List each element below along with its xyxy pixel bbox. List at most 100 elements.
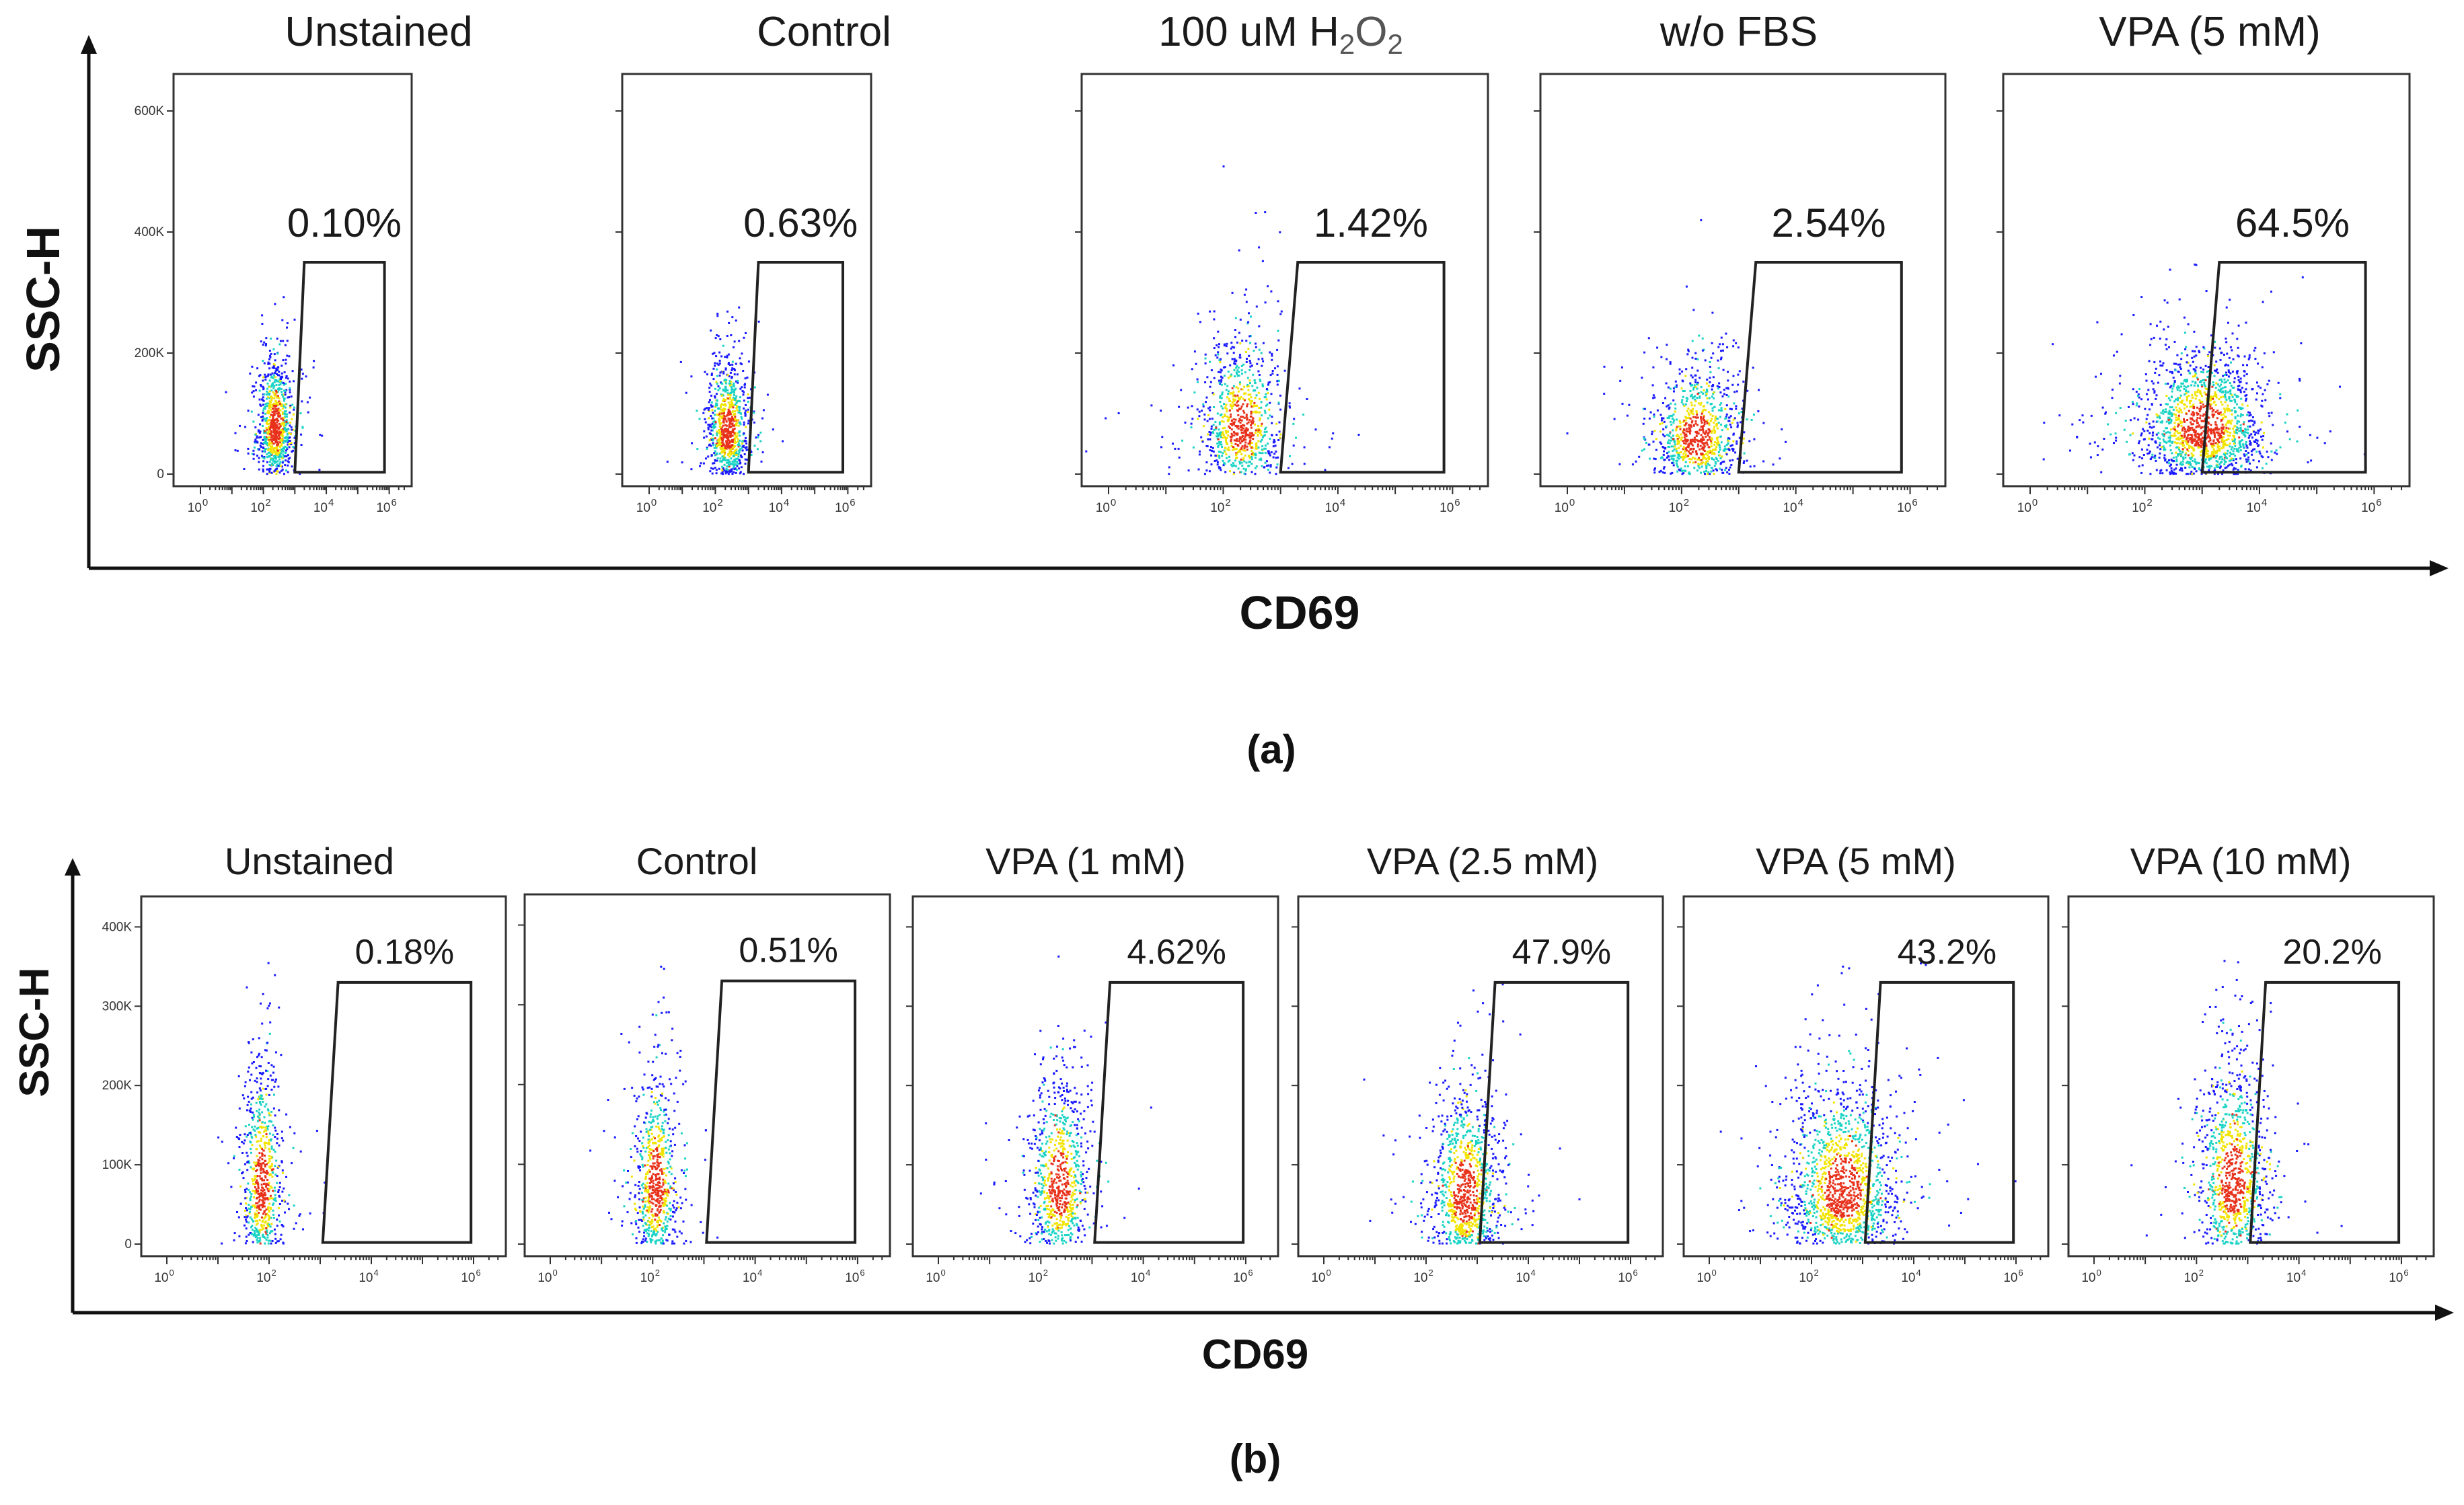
cell-event-dot	[1688, 458, 1691, 461]
cell-event-dot	[2231, 419, 2233, 422]
cell-event-dot	[2222, 395, 2225, 398]
cell-event-dot	[1713, 428, 1715, 430]
cell-event-dot	[2159, 403, 2162, 406]
cell-event-dot	[1267, 452, 1270, 455]
cell-event-dot	[1224, 414, 1226, 416]
cell-event-dot	[2227, 369, 2230, 372]
cell-event-dot	[1696, 414, 1698, 416]
cell-event-dot	[1178, 456, 1181, 459]
cell-event-dot	[256, 435, 258, 438]
cell-event-dot	[2245, 453, 2248, 456]
cell-event-dot	[1669, 432, 1672, 434]
cell-event-dot	[722, 412, 724, 415]
cell-event-dot	[728, 465, 731, 468]
cell-event-dot	[281, 430, 283, 432]
cell-event-dot	[2214, 391, 2216, 393]
cell-event-dot	[1668, 417, 1670, 420]
cell-event-dot	[1276, 373, 1279, 376]
cell-event-dot	[2169, 471, 2171, 474]
cell-event-dot	[1243, 430, 1246, 432]
cell-event-dot	[720, 408, 722, 411]
cell-event-dot	[744, 414, 747, 417]
cell-event-dot	[273, 461, 276, 464]
cell-event-dot	[267, 447, 270, 450]
cell-event-dot	[1172, 442, 1174, 445]
cell-event-dot	[2140, 296, 2143, 299]
cell-event-dot	[1236, 341, 1238, 344]
cell-event-dot	[283, 397, 286, 400]
cell-event-dot	[736, 400, 739, 403]
cell-event-dot	[1168, 473, 1170, 475]
cell-event-dot	[1753, 414, 1755, 416]
cell-event-dot	[2260, 435, 2262, 438]
cell-event-dot	[276, 444, 279, 447]
cell-event-dot	[2220, 414, 2223, 416]
cell-event-dot	[718, 429, 720, 431]
cell-event-dot	[2178, 410, 2181, 413]
cell-event-dot	[286, 326, 288, 329]
cell-event-dot	[1692, 413, 1694, 416]
cell-event-dot	[301, 400, 303, 403]
cell-event-dot	[729, 412, 731, 414]
cell-event-dot	[2138, 406, 2140, 408]
cell-event-dot	[2161, 472, 2164, 475]
cell-event-dot	[731, 470, 733, 473]
cell-event-dot	[1719, 435, 1722, 438]
cell-event-dot	[1255, 445, 1257, 448]
cell-event-dot	[2213, 375, 2216, 377]
cell-event-dot	[2217, 434, 2220, 436]
cell-event-dot	[262, 410, 264, 412]
cell-event-dot	[741, 418, 743, 420]
cell-event-dot	[733, 373, 736, 376]
cell-event-dot	[2175, 406, 2177, 409]
cell-event-dot	[1714, 461, 1717, 463]
cell-event-dot	[1672, 413, 1675, 416]
cell-event-dot	[2268, 412, 2270, 415]
cell-event-dot	[1702, 417, 1705, 420]
cell-event-dot	[2101, 406, 2104, 409]
cell-event-dot	[719, 441, 722, 444]
cell-event-dot	[285, 447, 288, 449]
cell-event-dot	[1706, 422, 1709, 425]
cell-event-dot	[1675, 428, 1678, 430]
cell-event-dot	[2115, 436, 2118, 439]
cell-event-dot	[2241, 414, 2244, 416]
cell-event-dot	[2234, 417, 2237, 420]
cell-event-dot	[2237, 385, 2239, 387]
cell-event-dot	[1715, 437, 1718, 440]
cell-event-dot	[712, 352, 714, 355]
cell-event-dot	[2213, 414, 2216, 416]
cell-event-dot	[753, 445, 756, 447]
cell-event-dot	[1705, 463, 1707, 465]
cell-event-dot	[275, 469, 278, 472]
cell-event-dot	[2156, 446, 2159, 449]
cell-event-dot	[289, 436, 291, 438]
cell-event-dot	[285, 403, 288, 406]
cell-event-dot	[1689, 417, 1692, 420]
cell-event-dot	[1695, 410, 1698, 413]
cell-event-dot	[1675, 459, 1678, 462]
cell-event-dot	[1713, 391, 1715, 394]
cell-event-dot	[1664, 397, 1667, 399]
cell-event-dot	[2176, 389, 2179, 391]
cell-event-dot	[2076, 436, 2079, 438]
cell-event-dot	[2210, 334, 2212, 337]
cell-event-dot	[1259, 379, 1261, 381]
cell-event-dot	[1723, 448, 1726, 450]
cell-event-dot	[724, 436, 726, 438]
cell-event-dot	[272, 426, 274, 429]
cell-event-dot	[1694, 451, 1697, 453]
cell-event-dot	[2243, 455, 2246, 457]
cell-event-dot	[1232, 398, 1234, 401]
cell-event-dot	[1249, 335, 1252, 337]
cell-event-dot	[744, 412, 747, 414]
cell-event-dot	[1653, 430, 1656, 432]
cell-event-dot	[706, 373, 708, 376]
cell-event-dot	[724, 399, 727, 401]
cell-event-dot	[1235, 386, 1238, 389]
cell-event-dot	[258, 436, 260, 439]
cell-event-dot	[1618, 463, 1621, 465]
cell-event-dot	[2169, 386, 2171, 389]
cell-event-dot	[731, 424, 734, 427]
cell-event-dot	[1222, 436, 1224, 439]
